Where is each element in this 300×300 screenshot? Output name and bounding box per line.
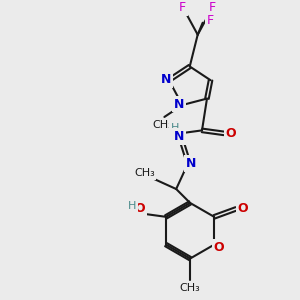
Text: O: O [214, 241, 224, 254]
Text: F: F [207, 14, 214, 27]
Text: N: N [174, 130, 184, 143]
Text: N: N [161, 73, 171, 86]
Text: O: O [238, 202, 248, 215]
Text: N: N [174, 98, 184, 110]
Text: CH₃: CH₃ [152, 120, 173, 130]
Text: CH₃: CH₃ [180, 284, 200, 293]
Text: CH₃: CH₃ [134, 168, 155, 178]
Text: F: F [209, 1, 216, 14]
Text: O: O [135, 202, 146, 215]
Text: F: F [179, 1, 186, 14]
Text: H: H [128, 201, 136, 211]
Text: H: H [171, 123, 179, 134]
Text: O: O [226, 127, 236, 140]
Text: N: N [186, 157, 196, 170]
